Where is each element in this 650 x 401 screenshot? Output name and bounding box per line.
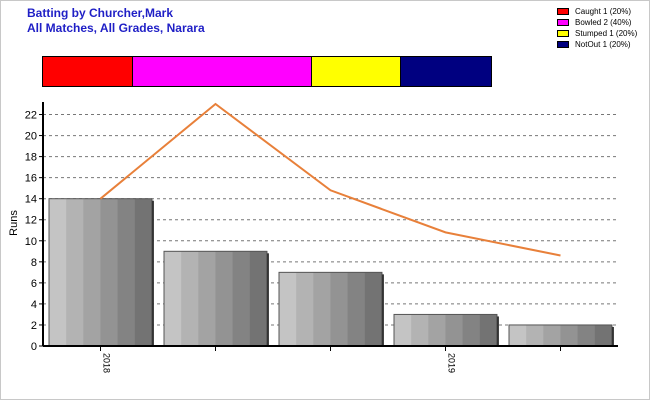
legend-swatch-caught: [557, 8, 569, 15]
y-tick-label: 0: [31, 341, 37, 353]
y-tick-label: 12: [25, 215, 37, 227]
legend-label-bowled: Bowled 2 (40%): [575, 18, 632, 27]
legend-label-caught: Caught 1 (20%): [575, 7, 632, 16]
distribution-segment-stumped: [311, 57, 402, 86]
x-tick-label: 2019: [447, 353, 457, 373]
y-tick-label: 8: [31, 257, 37, 269]
x-tick-label: 2018: [102, 353, 112, 373]
y-tick-label: 4: [31, 299, 37, 311]
bars: [48, 198, 614, 347]
bar: [48, 198, 154, 347]
legend-label-notout: NotOut 1 (20%): [575, 40, 631, 49]
legend: Caught 1 (20%) Bowled 2 (40%) Stumped 1 …: [557, 6, 637, 50]
bar: [278, 271, 384, 347]
y-tick-label: 2: [31, 320, 37, 332]
y-tick-label: 16: [25, 173, 37, 185]
axes: 0 2 4 6 8 10 12 14 16 18 20 22 2018 2019: [25, 102, 618, 373]
legend-item-notout: NotOut 1 (20%): [557, 39, 637, 50]
y-tick-label: 22: [25, 110, 37, 122]
y-axis-label: Runs: [8, 210, 20, 236]
legend-item-stumped: Stumped 1 (20%): [557, 28, 637, 39]
bar: [393, 313, 499, 347]
distribution-segment-notout: [401, 57, 491, 86]
bar: [508, 324, 614, 347]
y-tick-label: 20: [25, 131, 37, 143]
y-tick-label: 14: [25, 194, 37, 206]
y-tick-label: 6: [31, 278, 37, 290]
legend-swatch-stumped: [557, 30, 569, 37]
dismissal-distribution-bar: [42, 56, 492, 87]
legend-swatch-bowled: [557, 19, 569, 26]
legend-swatch-notout: [557, 41, 569, 48]
y-tick-label: 18: [25, 152, 37, 164]
distribution-segment-caught: [43, 57, 133, 86]
trend-line-path: [99, 102, 561, 257]
legend-item-bowled: Bowled 2 (40%): [557, 17, 637, 28]
legend-label-stumped: Stumped 1 (20%): [575, 29, 638, 38]
y-tick-label: 10: [25, 236, 37, 248]
distribution-segment-bowled: [132, 57, 312, 86]
chart-title: Batting by Churcher,Mark: [27, 6, 174, 20]
chart-subtitle: All Matches, All Grades, Narara: [27, 21, 205, 35]
bar: [163, 250, 269, 347]
legend-item-caught: Caught 1 (20%): [557, 6, 637, 17]
trend-line: [99, 102, 561, 257]
